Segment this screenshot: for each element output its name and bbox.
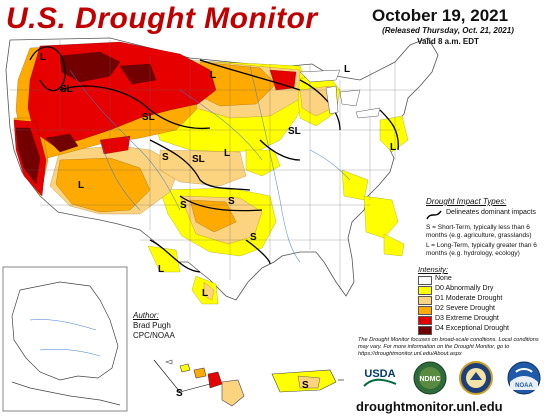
website-url[interactable]: droughtmonitor.unl.edu bbox=[356, 399, 503, 414]
label-l: L bbox=[390, 142, 396, 153]
short-term-description: S = Short-Term, typically less than 6 mo… bbox=[426, 224, 532, 239]
pr-label-s: S bbox=[302, 380, 309, 391]
boundary-line-icon bbox=[426, 210, 442, 220]
legend-label: None bbox=[435, 275, 452, 282]
great-lakes bbox=[299, 69, 381, 119]
map-region-labels: SL L SL L S SL L S S S L L SL L L L bbox=[40, 52, 396, 299]
noaa-logo-text: NOAA bbox=[515, 383, 533, 389]
alaska-rivers bbox=[29, 319, 101, 357]
legend-row: D1 Moderate Drought bbox=[418, 295, 546, 305]
impact-boundary-label: Delineates dominant impacts bbox=[446, 209, 536, 216]
puerto-rico-inset: S bbox=[271, 369, 344, 393]
alaska-outline bbox=[11, 281, 119, 381]
label-sl: SL bbox=[288, 126, 301, 137]
label-sl: SL bbox=[142, 112, 155, 123]
label-l: L bbox=[40, 52, 46, 63]
legend-label: D0 Abnormally Dry bbox=[435, 285, 494, 292]
legend-row: D2 Severe Drought bbox=[418, 305, 546, 315]
valid-time: Valid 8 a.m. EDT bbox=[417, 37, 479, 46]
legend-label: D3 Extreme Drought bbox=[435, 315, 499, 322]
label-l: L bbox=[158, 264, 164, 275]
legend-swatch bbox=[418, 316, 432, 325]
disclaimer-note: The Drought Monitor focuses on broad-sca… bbox=[358, 337, 539, 357]
label-l: L bbox=[78, 180, 84, 191]
author-title: Author: bbox=[133, 311, 159, 320]
release-date: (Released Thursday, Oct. 21, 2021) bbox=[382, 26, 514, 35]
legend-label: D1 Moderate Drought bbox=[435, 295, 503, 302]
author-org: CPC/NOAA bbox=[133, 331, 175, 340]
map-date: October 19, 2021 bbox=[372, 6, 509, 25]
impact-boundaries bbox=[29, 46, 399, 273]
legend-row: None bbox=[418, 275, 546, 285]
label-s: S bbox=[162, 152, 169, 163]
label-s: S bbox=[228, 196, 235, 207]
label-l: L bbox=[210, 70, 216, 81]
ndmc-logo: NDMC bbox=[413, 361, 447, 395]
label-l: L bbox=[202, 288, 208, 299]
intensity-title: Intensity: bbox=[418, 265, 449, 274]
legend-row: D0 Abnormally Dry bbox=[418, 285, 546, 295]
label-s: S bbox=[250, 232, 257, 243]
map-title: U.S. Drought Monitor bbox=[6, 2, 318, 35]
legend-swatch bbox=[418, 276, 432, 285]
rivers bbox=[69, 65, 351, 263]
hawaii-inset: S bbox=[153, 359, 245, 407]
label-sl: SL bbox=[192, 154, 205, 165]
legend-label: D4 Exceptional Drought bbox=[435, 325, 509, 332]
legend-row: D4 Exceptional Drought bbox=[418, 325, 546, 335]
legend-row: D3 Extreme Drought bbox=[418, 315, 546, 325]
usda-logo-text: USDA bbox=[364, 368, 395, 380]
label-l: L bbox=[224, 148, 230, 159]
label-l: L bbox=[344, 64, 350, 75]
legend-label: D2 Severe Drought bbox=[435, 305, 495, 312]
legend-swatch bbox=[418, 326, 432, 335]
author-name: Brad Pugh bbox=[133, 321, 171, 330]
legend-swatch bbox=[418, 306, 432, 315]
label-sl: SL bbox=[60, 84, 73, 95]
legend-swatch bbox=[418, 286, 432, 295]
commerce-seal-logo bbox=[459, 361, 493, 395]
state-borders bbox=[10, 40, 420, 290]
label-s: S bbox=[180, 200, 187, 211]
legend-swatch bbox=[418, 296, 432, 305]
usda-logo: USDA bbox=[363, 368, 397, 387]
hawaii-label-s: S bbox=[176, 388, 183, 399]
alaska-chain bbox=[11, 381, 121, 406]
impact-boundary-legend: Delineates dominant impacts bbox=[426, 209, 546, 221]
long-term-description: L = Long-Term, typically greater than 6 … bbox=[426, 242, 537, 257]
impact-types-title: Drought Impact Types: bbox=[426, 197, 507, 206]
ndmc-logo-text: NDMC bbox=[420, 376, 441, 383]
noaa-logo: NOAA bbox=[507, 361, 541, 395]
